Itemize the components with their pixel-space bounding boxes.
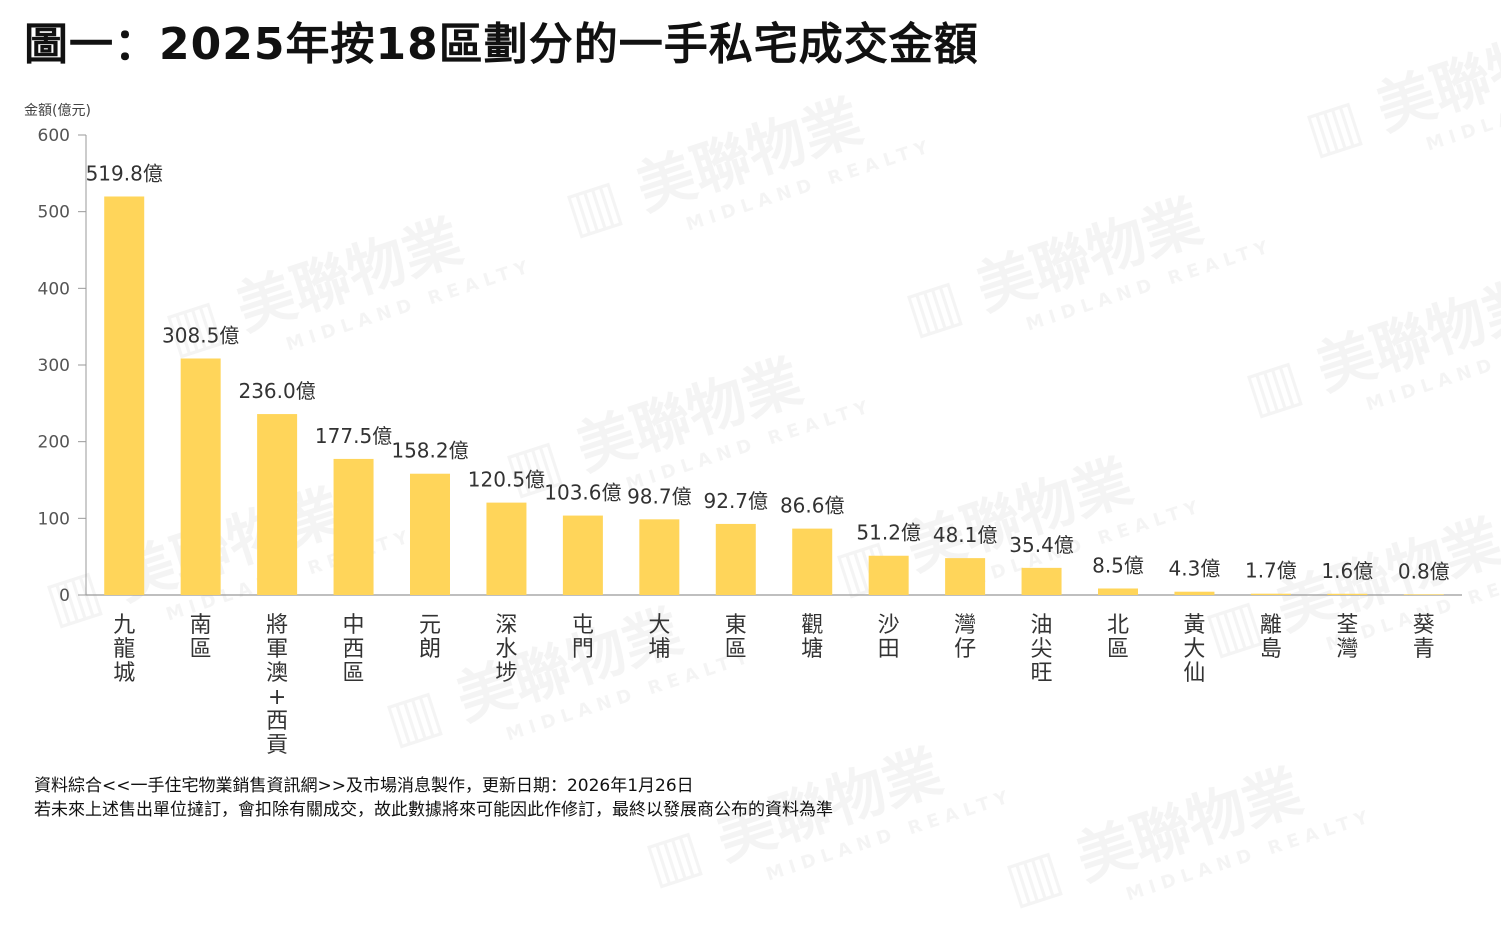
x-tick-label: 大埔 xyxy=(648,613,670,662)
x-tick-label: 南區 xyxy=(190,613,212,662)
x-tick-label: 屯門 xyxy=(572,613,594,662)
x-tick-label: 觀塘 xyxy=(801,613,823,662)
y-tick-label: 400 xyxy=(38,279,70,299)
bar xyxy=(792,528,833,595)
bar xyxy=(1403,594,1444,595)
bar xyxy=(257,414,298,595)
bar-chart: 0 100 200 300 400 500 600 519.8億九龍城 308.5億南區 236.… xyxy=(38,126,1462,758)
y-tick-label: 300 xyxy=(38,356,70,376)
x-tick-label: 北區 xyxy=(1107,613,1129,662)
x-tick-label: 黃大仙 xyxy=(1183,613,1205,686)
bar xyxy=(945,558,986,595)
bar xyxy=(1098,588,1138,595)
data-label: 177.5億 xyxy=(315,424,392,448)
bar xyxy=(868,555,909,595)
data-label: 98.7億 xyxy=(627,484,692,508)
bar xyxy=(180,358,221,595)
data-label: 519.8億 xyxy=(86,161,163,185)
x-tick-label: 元朗 xyxy=(419,613,441,662)
x-tick-label: 九龍城 xyxy=(113,613,135,686)
bar xyxy=(1174,591,1215,595)
x-tick-label: 將軍澳+西貢 xyxy=(266,613,288,758)
data-label: 103.6億 xyxy=(544,481,621,505)
footer-notes: 資料綜合<<一手住宅物業銷售資訊網>>及市場消息製作，更新日期：2026年1月2… xyxy=(34,774,833,822)
data-label: 308.5億 xyxy=(162,323,239,347)
footer-source-note: 資料綜合<<一手住宅物業銷售資訊網>>及市場消息製作，更新日期：2026年1月2… xyxy=(34,776,694,796)
data-label: 1.6億 xyxy=(1321,559,1373,583)
data-label: 86.6億 xyxy=(780,494,845,518)
y-axis-label: 金額(億元) xyxy=(24,103,91,119)
data-label: 51.2億 xyxy=(856,521,921,545)
x-tick-label: 東區 xyxy=(725,613,747,662)
y-tick-label: 200 xyxy=(38,433,70,453)
data-label: 0.8億 xyxy=(1398,559,1450,583)
bar xyxy=(486,502,527,595)
data-label: 4.3億 xyxy=(1169,557,1221,581)
data-label: 236.0億 xyxy=(238,379,315,403)
x-tick-label: 油尖旺 xyxy=(1031,613,1053,686)
bar xyxy=(1327,593,1368,595)
x-tick-label: 葵青 xyxy=(1413,613,1435,662)
x-tick-label: 灣仔 xyxy=(954,613,976,662)
x-tick-label: 深水埗 xyxy=(495,613,517,686)
data-label: 8.5億 xyxy=(1092,553,1144,577)
data-label: 120.5億 xyxy=(468,468,545,492)
x-tick-label: 沙田 xyxy=(878,613,900,662)
data-label: 35.4億 xyxy=(1009,533,1074,557)
data-label: 1.7億 xyxy=(1245,559,1297,583)
y-tick-label: 100 xyxy=(38,509,70,529)
x-tick-label: 中西區 xyxy=(343,613,365,686)
bar xyxy=(562,515,603,595)
data-label: 158.2億 xyxy=(391,439,468,463)
y-tick-label: 0 xyxy=(59,586,70,606)
data-label: 92.7億 xyxy=(704,489,769,513)
bar xyxy=(410,473,450,595)
data-label: 48.1億 xyxy=(933,523,998,547)
bar xyxy=(715,523,756,595)
y-tick-label: 500 xyxy=(38,203,70,223)
footer-revision-note: 若未來上述售出單位撻訂，會扣除有關成交，故此數據將來可能因此作修訂，最終以發展商… xyxy=(34,800,833,820)
bar xyxy=(333,458,374,595)
x-tick-label: 離島 xyxy=(1260,613,1282,662)
chart-title: 圖一：2025年按18區劃分的一手私宅成交金額 xyxy=(24,19,979,70)
x-tick-label: 荃灣 xyxy=(1336,613,1358,662)
y-tick-label: 600 xyxy=(38,126,70,146)
bar xyxy=(1021,567,1062,595)
bar xyxy=(639,519,680,595)
bar xyxy=(1250,593,1291,595)
bar xyxy=(104,196,145,595)
